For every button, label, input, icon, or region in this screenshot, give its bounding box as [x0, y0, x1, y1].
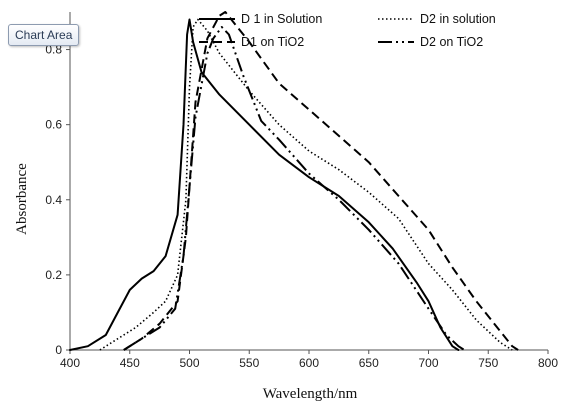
legend-label-3: D1 on TiO2	[241, 35, 304, 49]
chart-area-tooltip: Chart Area	[8, 24, 80, 46]
x-axis-title: Wavelength/nm	[263, 386, 358, 402]
x-tick-label: 650	[359, 356, 379, 370]
series-line-1	[69, 18, 460, 351]
tick-labels: 400 450 500 550 600 650 700 750 800 0 0.2 0.4 0.6 0.8	[45, 43, 558, 370]
series-line-4	[123, 26, 465, 351]
x-tick-label: 800	[538, 356, 558, 370]
x-tick-label: 550	[239, 356, 259, 370]
series-line-2	[99, 18, 513, 351]
axes	[66, 12, 549, 354]
y-tick-label: 0.6	[45, 118, 62, 132]
legend-label-2: D2 in solution	[420, 12, 496, 26]
legend-label-1: D 1 in Solution	[241, 12, 322, 26]
x-tick-label: 700	[418, 356, 438, 370]
y-tick-label: 0	[55, 343, 62, 357]
x-tick-label: 450	[120, 356, 140, 370]
x-tick-label: 750	[478, 356, 498, 370]
x-tick-label: 400	[60, 356, 80, 370]
legend: D 1 in Solution D2 in solution D1 on TiO2 D…	[199, 12, 496, 49]
y-axis-title: Absorbance	[14, 163, 30, 235]
x-tick-label: 600	[299, 356, 319, 370]
y-tick-label: 0.2	[45, 268, 62, 282]
y-tick-label: 0.8	[45, 43, 62, 57]
y-tick-label: 0.4	[45, 193, 62, 207]
series-line-3	[123, 11, 519, 351]
x-tick-label: 500	[179, 356, 199, 370]
legend-label-4: D2 on TiO2	[420, 35, 483, 49]
series-layer	[69, 11, 519, 351]
